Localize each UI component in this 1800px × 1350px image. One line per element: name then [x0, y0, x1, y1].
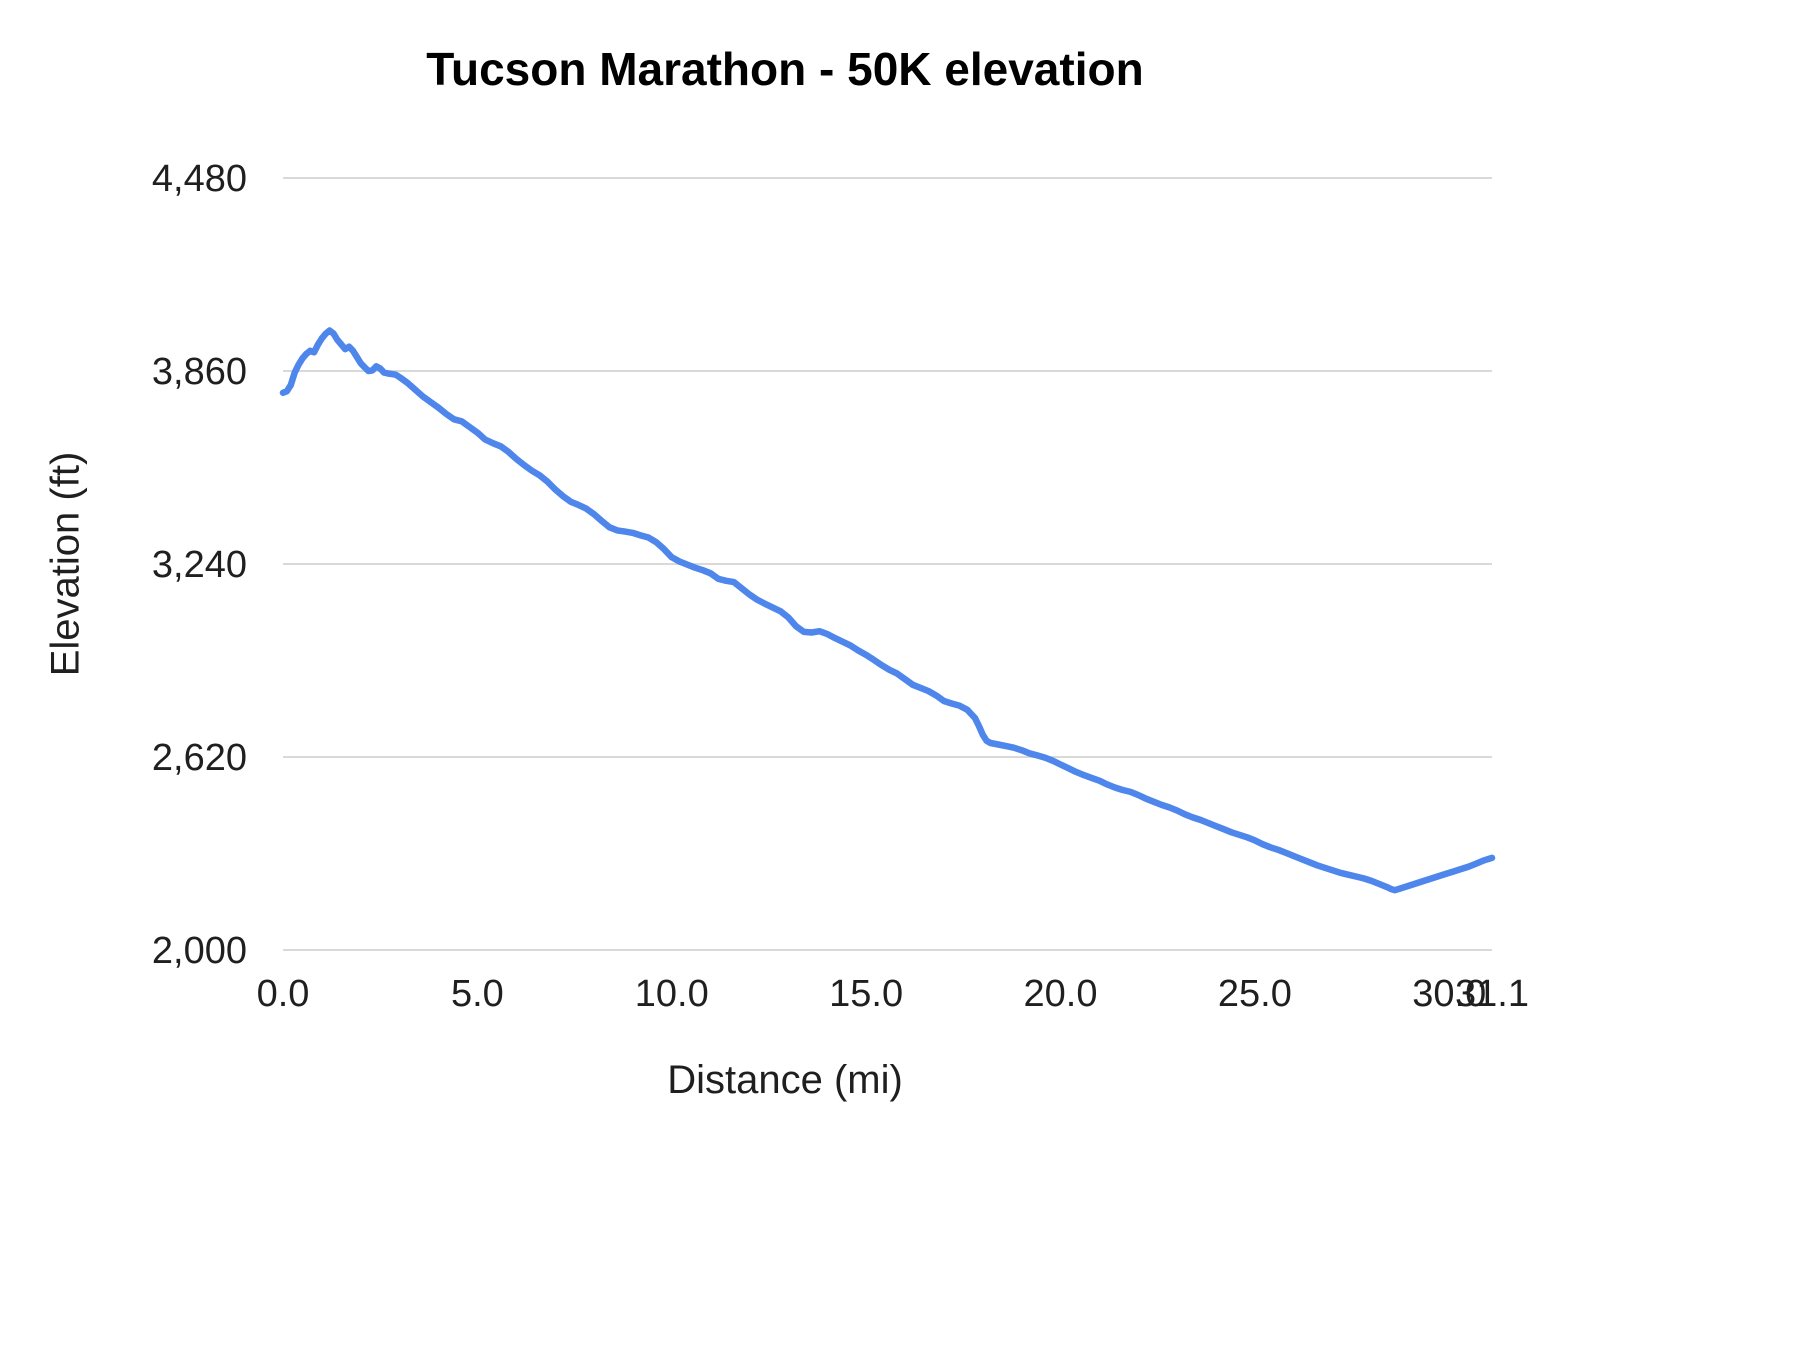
- y-tick-label: 2,620: [152, 737, 247, 779]
- x-tick-label: 0.0: [257, 973, 310, 1015]
- x-tick-label: 5.0: [451, 973, 504, 1015]
- x-tick-label: 20.0: [1024, 973, 1098, 1015]
- x-axis-label: Distance (mi): [667, 1058, 903, 1102]
- y-tick-label: 3,240: [152, 544, 247, 586]
- y-tick-label: 4,480: [152, 158, 247, 200]
- chart-title: Tucson Marathon - 50K elevation: [426, 43, 1144, 95]
- elevation-line: [279, 327, 1496, 894]
- x-tick-label: 15.0: [829, 973, 903, 1015]
- x-tick-label: 31.1: [1455, 973, 1529, 1015]
- y-tick-label: 3,860: [152, 351, 247, 393]
- y-tick-label: 2,000: [152, 930, 247, 972]
- x-tick-label: 10.0: [635, 973, 709, 1015]
- x-tick-label: 30.0: [1412, 973, 1486, 1015]
- x-tick-label: 25.0: [1218, 973, 1292, 1015]
